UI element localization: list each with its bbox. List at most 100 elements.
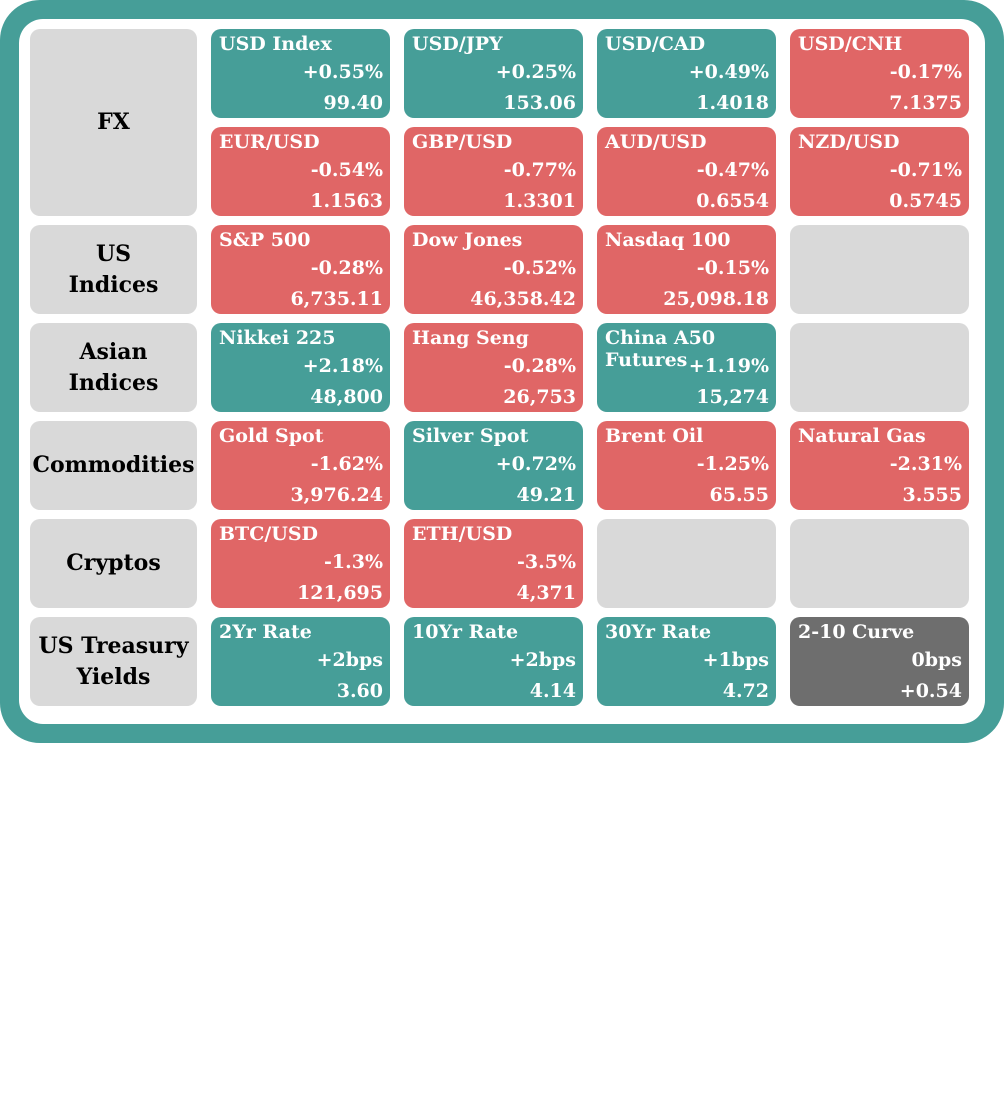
category-asian-indices: Asian Indices <box>30 323 197 412</box>
tile-silver-spot[interactable]: Silver Spot +0.72% 49.21 <box>404 421 583 510</box>
dashboard-panel: FX USD Index +0.55% 99.40 USD/JPY +0.25%… <box>19 19 985 724</box>
tile-value: 65.55 <box>709 484 770 506</box>
tile-2yr-rate[interactable]: 2Yr Rate +2bps 3.60 <box>211 617 390 706</box>
tile-gold-spot[interactable]: Gold Spot -1.62% 3,976.24 <box>211 421 390 510</box>
tile-value: 48,800 <box>310 386 383 408</box>
tile-name: Dow Jones <box>412 229 523 251</box>
tile-10yr-rate[interactable]: 10Yr Rate +2bps 4.14 <box>404 617 583 706</box>
tile-change: 0bps <box>911 649 963 671</box>
tile-name: USD/JPY <box>412 33 503 55</box>
tile-usd-jpy[interactable]: USD/JPY +0.25% 153.06 <box>404 29 583 118</box>
tile-30yr-rate[interactable]: 30Yr Rate +1bps 4.72 <box>597 617 776 706</box>
tile-value: 1.3301 <box>503 190 576 212</box>
tile-value: 3.555 <box>902 484 963 506</box>
tile-aud-usd[interactable]: AUD/USD -0.47% 0.6554 <box>597 127 776 216</box>
tile-change: +0.55% <box>302 61 383 83</box>
tile-value: 46,358.42 <box>470 288 576 310</box>
tile-value: 4.14 <box>529 680 576 702</box>
tile-change: -0.15% <box>696 257 769 279</box>
tile-value: 26,753 <box>503 386 576 408</box>
tile-change: -0.47% <box>696 159 769 181</box>
tile-change: +2bps <box>316 649 383 671</box>
tile-change: +0.49% <box>688 61 769 83</box>
tile-change: -0.77% <box>503 159 576 181</box>
tile-change: -0.28% <box>310 257 383 279</box>
tile-eth-usd[interactable]: ETH/USD -3.5% 4,371 <box>404 519 583 608</box>
tile-change: -1.25% <box>696 453 769 475</box>
tile-name: NZD/USD <box>798 131 900 153</box>
tile-value: 1.1563 <box>310 190 383 212</box>
tile-name: Brent Oil <box>605 425 704 447</box>
tile-name: AUD/USD <box>605 131 707 153</box>
tile-name: Silver Spot <box>412 425 529 447</box>
tile-value: 6,735.11 <box>290 288 383 310</box>
tile-value: 3,976.24 <box>290 484 383 506</box>
tile-name: USD/CAD <box>605 33 706 55</box>
tile-value: 4.72 <box>722 680 769 702</box>
tile-value: 0.6554 <box>696 190 769 212</box>
tile-gbp-usd[interactable]: GBP/USD -0.77% 1.3301 <box>404 127 583 216</box>
tile-nzd-usd[interactable]: NZD/USD -0.71% 0.5745 <box>790 127 969 216</box>
tile-value: +0.54 <box>899 680 962 702</box>
tile-change: +2.18% <box>302 355 383 377</box>
tile-value: 7.1375 <box>889 92 962 114</box>
tile-value: 99.40 <box>323 92 384 114</box>
tile-change: +0.25% <box>495 61 576 83</box>
tile-china-a50-futures[interactable]: China A50 Futures +1.19% 15,274 <box>597 323 776 412</box>
tile-change: -0.52% <box>503 257 576 279</box>
tile-usd-cnh[interactable]: USD/CNH -0.17% 7.1375 <box>790 29 969 118</box>
category-commodities: Commodities <box>30 421 197 510</box>
tile-change: -0.71% <box>889 159 962 181</box>
tile-empty <box>790 519 969 608</box>
tile-name: 2Yr Rate <box>219 621 312 643</box>
tile-natural-gas[interactable]: Natural Gas -2.31% 3.555 <box>790 421 969 510</box>
tile-change: -0.54% <box>310 159 383 181</box>
tile-change: -2.31% <box>889 453 962 475</box>
tile-name: ETH/USD <box>412 523 513 545</box>
tile-name: 30Yr Rate <box>605 621 712 643</box>
tile-change: -3.5% <box>517 551 576 573</box>
category-us-treasury-yields: US Treasury Yields <box>30 617 197 706</box>
tile-value: 49.21 <box>516 484 577 506</box>
tile-change: +2bps <box>509 649 576 671</box>
category-us-indices: US Indices <box>30 225 197 314</box>
tile-value: 1.4018 <box>696 92 769 114</box>
tile-eur-usd[interactable]: EUR/USD -0.54% 1.1563 <box>211 127 390 216</box>
category-fx: FX <box>30 29 197 216</box>
tile-nasdaq-100[interactable]: Nasdaq 100 -0.15% 25,098.18 <box>597 225 776 314</box>
tile-value: 4,371 <box>516 582 577 604</box>
tile-change: -1.62% <box>310 453 383 475</box>
tile-brent-oil[interactable]: Brent Oil -1.25% 65.55 <box>597 421 776 510</box>
tile-empty <box>790 225 969 314</box>
tile-dow-jones[interactable]: Dow Jones -0.52% 46,358.42 <box>404 225 583 314</box>
tile-name: Hang Seng <box>412 327 529 349</box>
tile-btc-usd[interactable]: BTC/USD -1.3% 121,695 <box>211 519 390 608</box>
tile-name: USD Index <box>219 33 332 55</box>
dashboard-frame: FX USD Index +0.55% 99.40 USD/JPY +0.25%… <box>0 0 1004 743</box>
tile-name: Nasdaq 100 <box>605 229 731 251</box>
tile-value: 25,098.18 <box>663 288 769 310</box>
tile-name: Gold Spot <box>219 425 324 447</box>
tile-hang-seng[interactable]: Hang Seng -0.28% 26,753 <box>404 323 583 412</box>
market-grid: FX USD Index +0.55% 99.40 USD/JPY +0.25%… <box>30 29 969 1098</box>
tile-change: -0.28% <box>503 355 576 377</box>
tile-2-10-curve[interactable]: 2-10 Curve 0bps +0.54 <box>790 617 969 706</box>
tile-empty <box>597 519 776 608</box>
tile-change: -1.3% <box>324 551 383 573</box>
tile-change: +0.72% <box>495 453 576 475</box>
tile-name: USD/CNH <box>798 33 903 55</box>
tile-value: 15,274 <box>696 386 769 408</box>
tile-name: China A50 Futures <box>605 327 716 371</box>
tile-name: BTC/USD <box>219 523 319 545</box>
tile-name: 2-10 Curve <box>798 621 915 643</box>
tile-name: Natural Gas <box>798 425 926 447</box>
tile-name: GBP/USD <box>412 131 513 153</box>
tile-usd-cad[interactable]: USD/CAD +0.49% 1.4018 <box>597 29 776 118</box>
tile-usd-index[interactable]: USD Index +0.55% 99.40 <box>211 29 390 118</box>
tile-name: S&P 500 <box>219 229 311 251</box>
tile-sp500[interactable]: S&P 500 -0.28% 6,735.11 <box>211 225 390 314</box>
tile-change: -0.17% <box>889 61 962 83</box>
tile-nikkei-225[interactable]: Nikkei 225 +2.18% 48,800 <box>211 323 390 412</box>
tile-value: 153.06 <box>503 92 576 114</box>
tile-change: +1bps <box>702 649 769 671</box>
